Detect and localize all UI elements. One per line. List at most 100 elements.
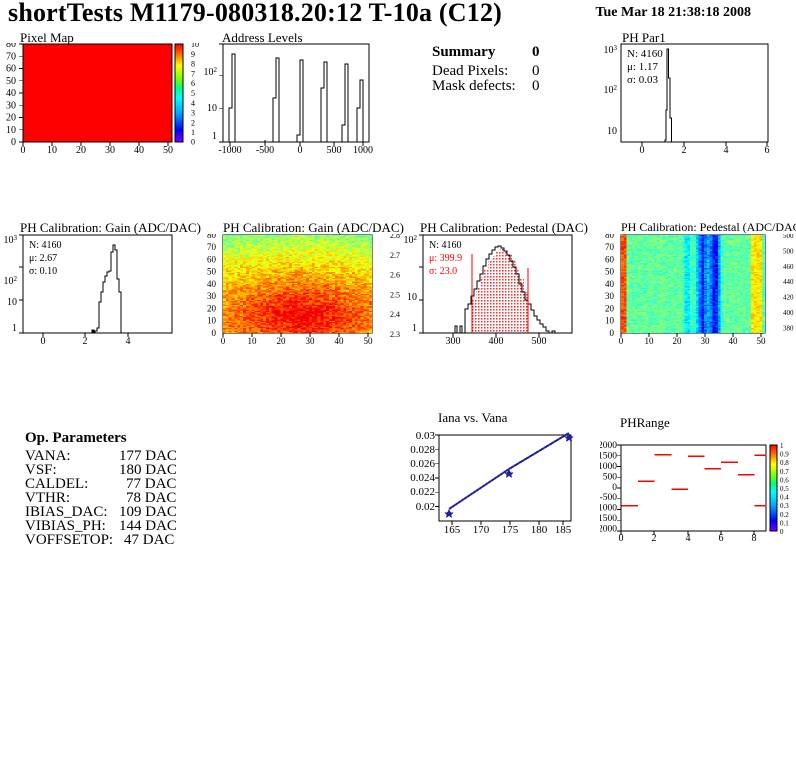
svg-text:500: 500 [603, 472, 618, 482]
svg-text:10: 10 [607, 126, 617, 137]
svg-text:40: 40 [6, 88, 16, 99]
svg-text:1000: 1000 [600, 462, 617, 472]
svg-text:30: 30 [207, 291, 217, 301]
svg-text:10: 10 [191, 43, 199, 49]
svg-text:50: 50 [6, 76, 16, 87]
svg-text:0: 0 [298, 145, 303, 156]
svg-text:400: 400 [489, 336, 504, 347]
svg-text:40: 40 [605, 279, 615, 289]
svg-text:500: 500 [532, 336, 547, 347]
svg-text:0.5: 0.5 [780, 485, 789, 493]
svg-text:40: 40 [335, 336, 345, 346]
svg-text:2.6: 2.6 [390, 271, 400, 280]
svg-text:180: 180 [531, 524, 548, 536]
svg-text:440: 440 [783, 278, 794, 286]
svg-text:80: 80 [605, 234, 615, 240]
svg-text:1: 1 [780, 442, 784, 450]
svg-text:50: 50 [605, 267, 615, 277]
svg-text:2.4: 2.4 [390, 310, 400, 319]
svg-text:0.026: 0.026 [410, 458, 435, 470]
svg-text:10: 10 [207, 103, 217, 114]
svg-text:10: 10 [248, 336, 258, 346]
svg-text:2000: 2000 [600, 441, 617, 451]
svg-text:50: 50 [207, 267, 217, 277]
svg-text:60: 60 [6, 64, 16, 75]
svg-text:0.024: 0.024 [410, 472, 435, 484]
svg-text:20: 20 [605, 303, 615, 313]
svg-text:103: 103 [4, 234, 18, 246]
svg-text:0.03: 0.03 [416, 430, 436, 442]
svg-text:0: 0 [221, 336, 226, 346]
svg-text:μ: 1.17: μ: 1.17 [627, 61, 658, 73]
svg-text:70: 70 [6, 51, 16, 62]
svg-text:4: 4 [724, 145, 729, 156]
svg-text:N: 4160: N: 4160 [29, 240, 62, 251]
svg-text:170: 170 [473, 524, 490, 536]
svg-text:σ: 23.0: σ: 23.0 [429, 266, 457, 277]
svg-text:30: 30 [605, 291, 615, 301]
svg-text:102: 102 [604, 84, 618, 96]
svg-text:1000: 1000 [600, 504, 617, 514]
svg-text:1500: 1500 [600, 452, 617, 462]
svg-text:40: 40 [134, 145, 144, 156]
svg-text:20: 20 [6, 113, 16, 124]
svg-text:380: 380 [783, 324, 794, 332]
svg-text:0.6: 0.6 [780, 476, 789, 484]
svg-text:60: 60 [605, 254, 615, 264]
svg-text:2.5: 2.5 [390, 290, 400, 299]
svg-text:0.2: 0.2 [780, 511, 789, 519]
svg-text:0.028: 0.028 [410, 444, 435, 456]
svg-text:0: 0 [212, 328, 217, 338]
svg-text:-500: -500 [600, 493, 617, 503]
svg-text:0.3: 0.3 [780, 502, 789, 510]
svg-text:80: 80 [6, 43, 16, 50]
svg-text:40: 40 [729, 336, 739, 346]
svg-text:300: 300 [446, 336, 461, 347]
svg-text:70: 70 [207, 242, 217, 252]
svg-text:2: 2 [682, 145, 687, 156]
svg-text:0.9: 0.9 [780, 451, 789, 459]
svg-text:10: 10 [207, 316, 217, 326]
svg-text:30: 30 [701, 336, 711, 346]
svg-text:175: 175 [502, 524, 519, 536]
svg-text:7: 7 [191, 69, 195, 78]
svg-text:40: 40 [207, 279, 217, 289]
svg-text:460: 460 [783, 263, 794, 271]
svg-text:4: 4 [191, 99, 195, 108]
svg-text:10: 10 [47, 145, 57, 156]
svg-text:N: 4160: N: 4160 [429, 240, 462, 251]
svg-text:2.3: 2.3 [390, 330, 400, 339]
svg-text:2: 2 [191, 118, 195, 127]
svg-text:3: 3 [191, 109, 195, 118]
svg-text:185: 185 [555, 524, 572, 536]
svg-text:30: 30 [6, 100, 16, 111]
svg-text:5: 5 [191, 89, 195, 98]
svg-text:10: 10 [407, 292, 417, 303]
svg-text:50: 50 [364, 336, 374, 346]
svg-text:500: 500 [327, 145, 342, 156]
svg-text:σ: 0.03: σ: 0.03 [627, 74, 658, 86]
svg-text:50: 50 [163, 145, 173, 156]
svg-text:102: 102 [204, 66, 218, 78]
svg-text:-500: -500 [256, 145, 274, 156]
svg-text:1: 1 [412, 323, 417, 334]
svg-text:2000: 2000 [600, 524, 617, 534]
svg-text:20: 20 [207, 303, 217, 313]
svg-text:μ: 2.67: μ: 2.67 [29, 253, 57, 264]
svg-text:-1000: -1000 [218, 145, 241, 156]
svg-text:500: 500 [783, 247, 794, 255]
svg-text:10: 10 [645, 336, 655, 346]
svg-text:9: 9 [191, 50, 195, 59]
svg-text:μ: 399.9: μ: 399.9 [429, 253, 462, 264]
svg-text:1500: 1500 [600, 514, 617, 524]
svg-text:2.8: 2.8 [390, 234, 400, 240]
svg-text:0: 0 [41, 336, 46, 347]
svg-text:1: 1 [212, 131, 217, 142]
svg-text:102: 102 [4, 275, 18, 287]
svg-text:50: 50 [757, 336, 767, 346]
svg-text:0: 0 [619, 336, 624, 346]
svg-text:0: 0 [780, 528, 784, 536]
svg-text:30: 30 [306, 336, 316, 346]
svg-text:N: 4160: N: 4160 [627, 48, 663, 60]
svg-text:0.022: 0.022 [410, 486, 435, 498]
